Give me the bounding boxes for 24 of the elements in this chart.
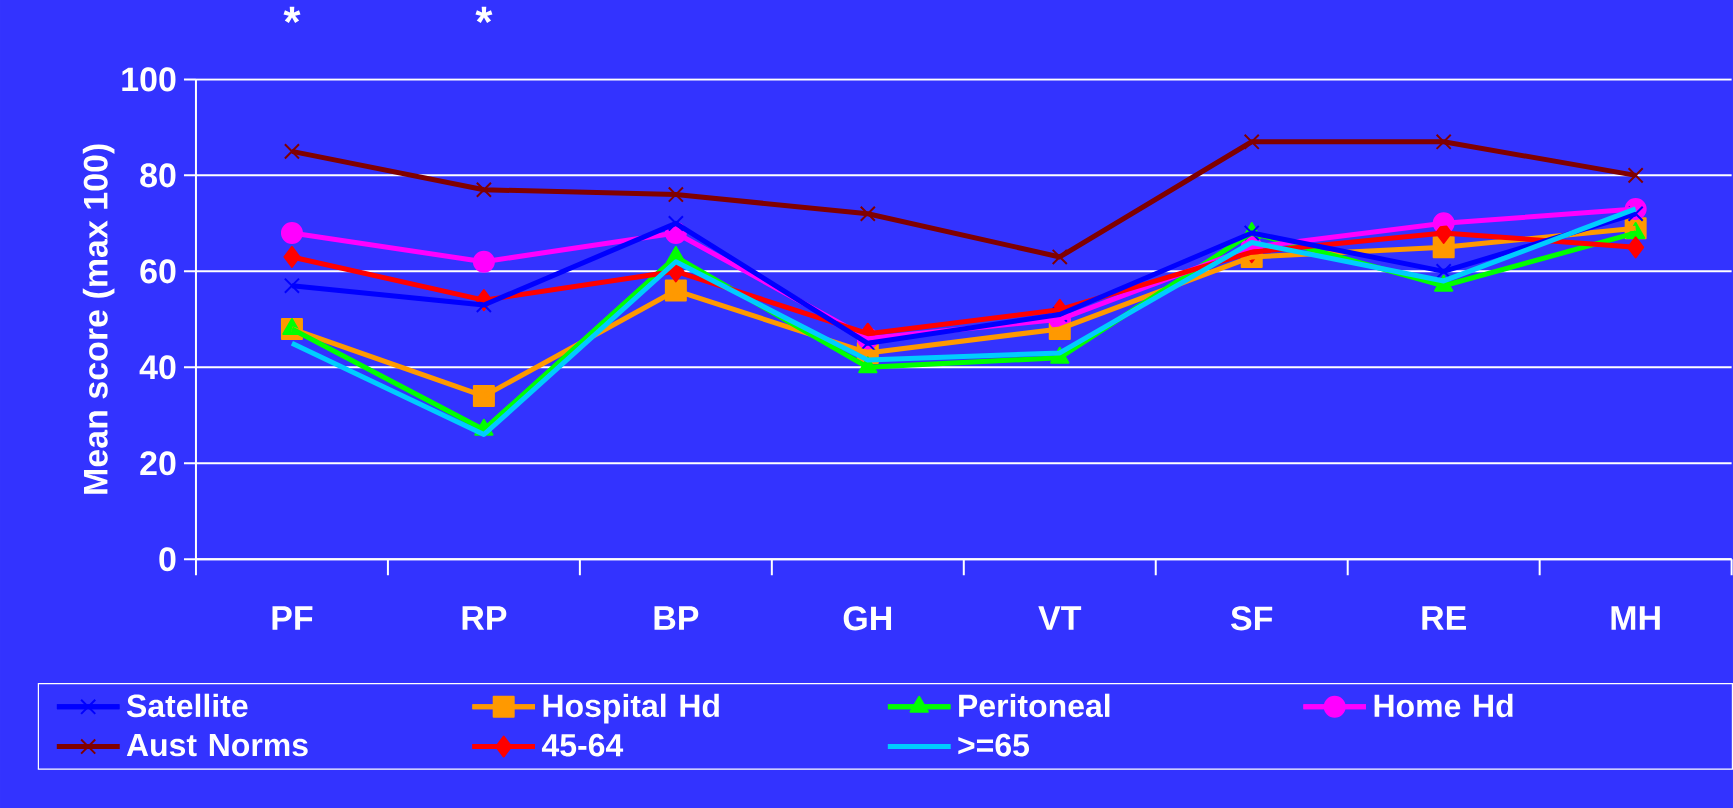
x-tick-label: RE [1422,606,1466,630]
x-tick-label: GH [843,606,892,631]
text: * [475,6,493,23]
x-tick-label: SF [1230,606,1273,631]
legend-label: 45-64 [541,733,624,757]
x-tick-label: PF [272,606,313,630]
y-tick-label: 80 [140,163,176,188]
legend-label: >=65 [958,733,1030,757]
x-tick-label: MH [1611,606,1660,630]
y-tick-label: 100 [122,67,176,92]
y-tick-label: 20 [140,451,176,476]
legend-label: Peritoneal [959,693,1110,718]
legend-label: Aust Norms [126,733,308,757]
x-tick-label: BP [654,606,699,630]
legend-label: Home Hd [1374,693,1513,718]
y-tick-label: 60 [140,259,176,284]
legend-label: Hospital Hd [543,693,719,724]
text: * [283,6,301,23]
y-tick-label: 40 [139,355,176,380]
y-axis-title: Mean score (max 100) [82,144,115,494]
legend-label: Satellite [126,693,248,718]
y-tick-label: 0 [159,547,176,572]
x-tick-label: RP [462,606,507,630]
x-tick-label: VT [1038,606,1082,630]
